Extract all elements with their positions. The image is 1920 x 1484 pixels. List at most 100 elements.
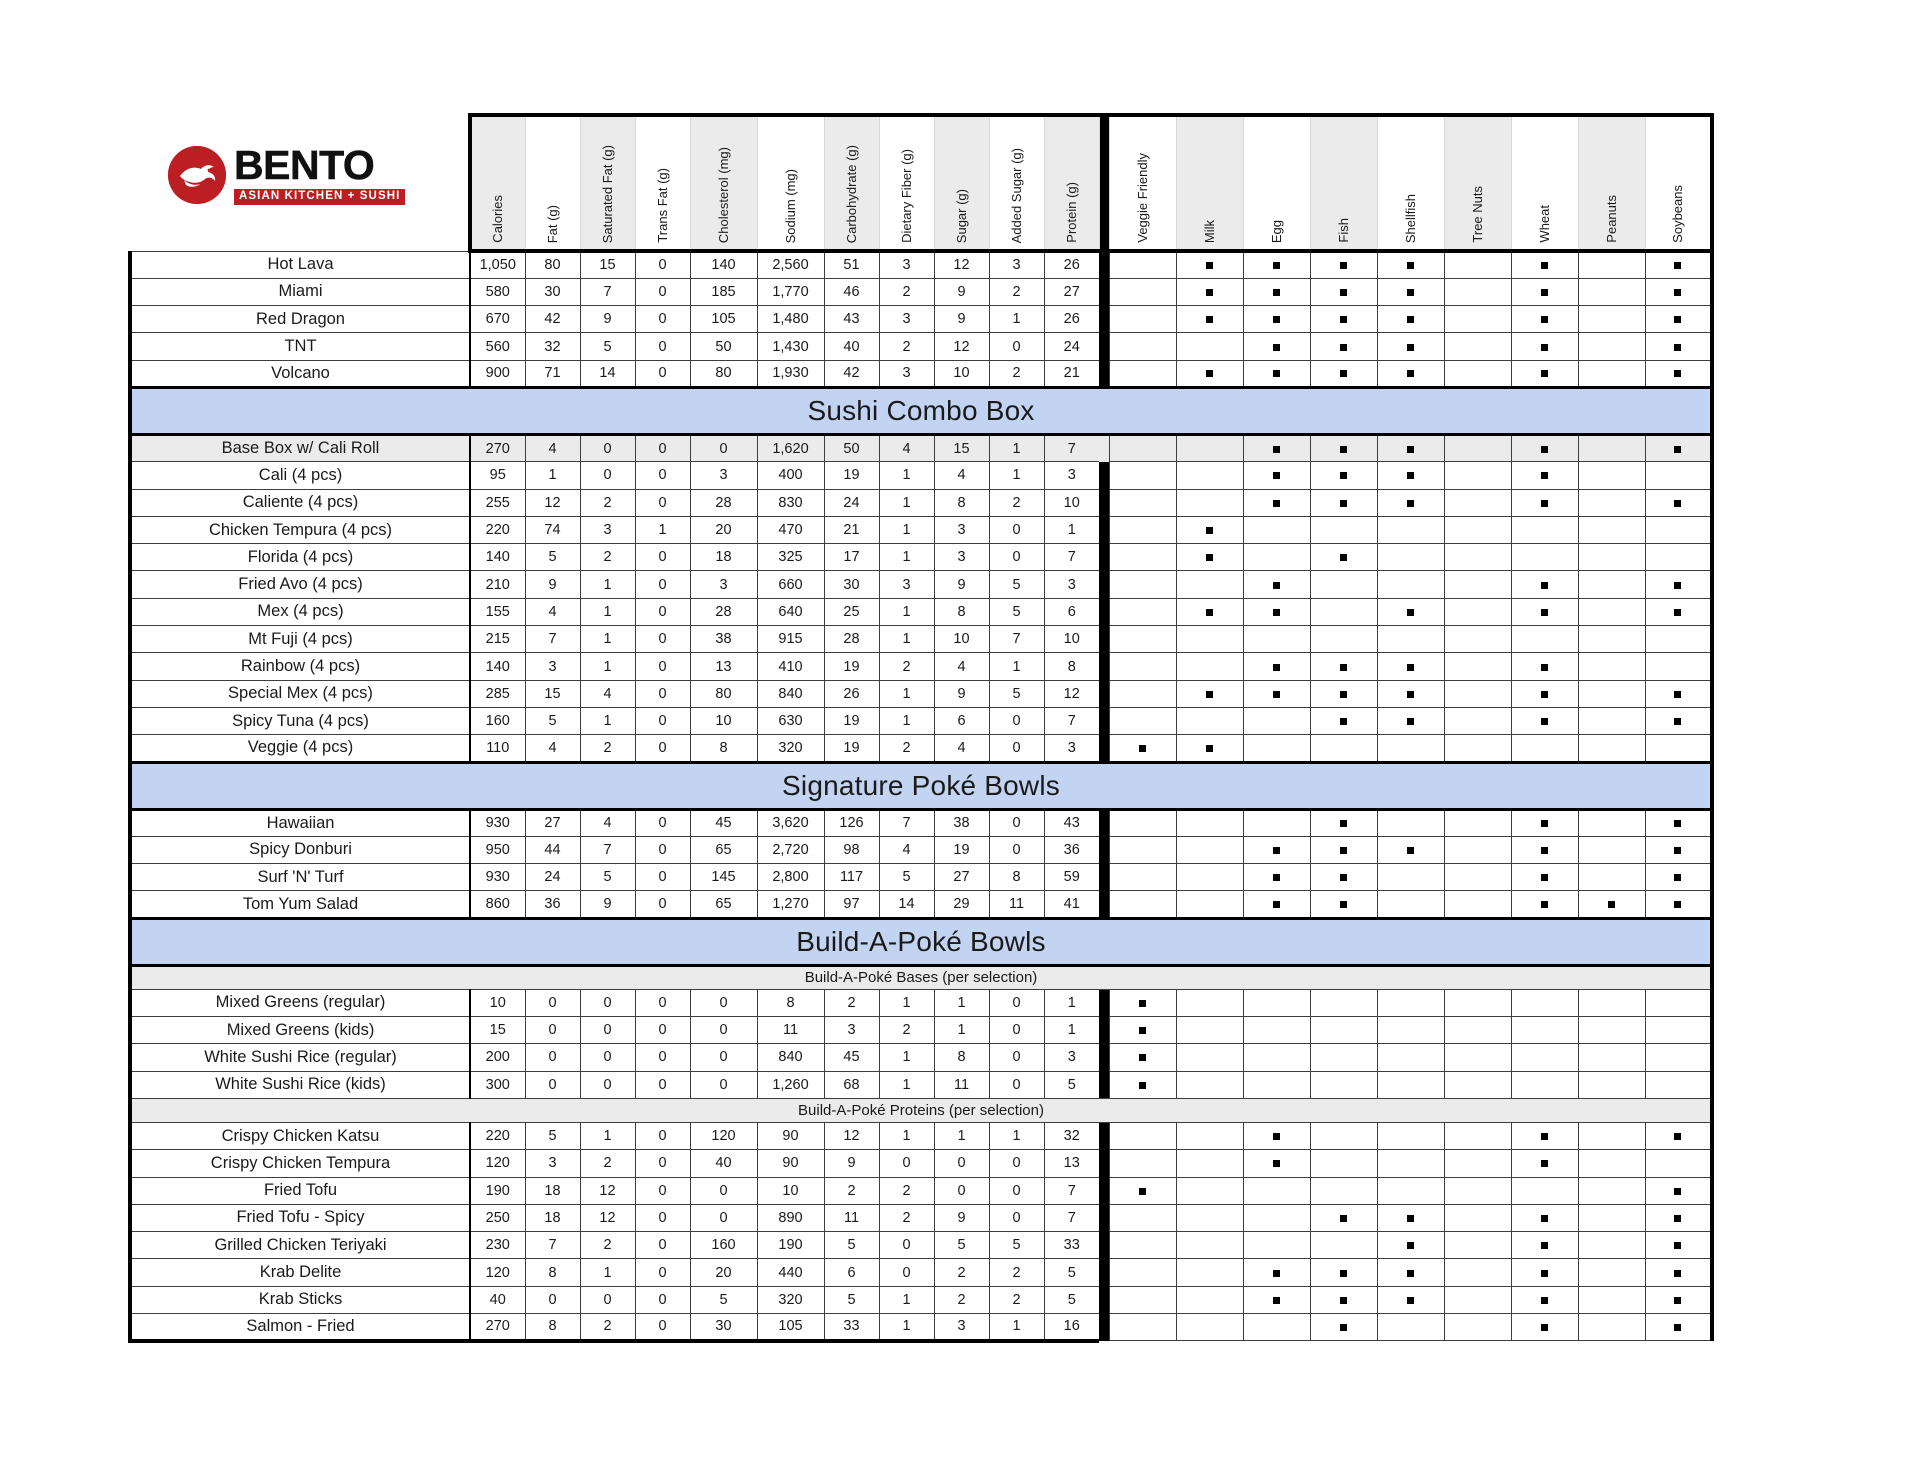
- nutrition-value: 915: [756, 625, 825, 654]
- nutrition-value: 8: [933, 1043, 990, 1072]
- menu-item-name: Rainbow (4 pcs): [128, 652, 471, 681]
- nutrition-value: 3: [1043, 734, 1099, 763]
- nutrition-value: 33: [1043, 1231, 1099, 1260]
- nutrition-value: 11: [988, 890, 1045, 919]
- dragon-icon: [168, 146, 226, 204]
- allergen-cell: [1175, 734, 1244, 763]
- nutrition-value: 0: [634, 1231, 691, 1260]
- allergen-cell: [1443, 305, 1512, 334]
- subsection-bar: Build-A-Poké Proteins (per selection): [128, 1097, 1714, 1123]
- nutrition-value: 320: [756, 1285, 825, 1315]
- allergen-cell: [1510, 652, 1579, 681]
- allergen-marker-icon: [1407, 608, 1414, 616]
- allergen-cell: [1309, 1258, 1378, 1287]
- nutrition-value: 1: [1043, 988, 1099, 1018]
- nutrition-value: 7: [1043, 433, 1099, 463]
- allergen-cell: [1108, 1285, 1177, 1315]
- table-row: Veggie (4 pcs) 110 4 2 0 8 320 19 2 4 0 3: [128, 734, 1714, 763]
- allergen-cell: [1175, 706, 1244, 736]
- nutrition-value: 1: [878, 988, 935, 1018]
- allergen-marker-icon: [1139, 1187, 1146, 1195]
- nutrition-value: 3: [878, 250, 935, 279]
- nutrition-value: 215: [469, 625, 526, 654]
- allergen-marker-icon: [1206, 262, 1213, 270]
- allergen-marker-icon: [1206, 744, 1213, 752]
- allergen-cell: [1242, 1285, 1311, 1315]
- allergen-cell: [1376, 835, 1445, 865]
- allergen-cell: [1175, 1121, 1244, 1151]
- nutrition-value: 3: [933, 515, 990, 545]
- nutrition-value: 7: [988, 625, 1045, 654]
- nutrition-value: 0: [988, 1149, 1045, 1178]
- nutrition-value: 0: [579, 1043, 636, 1072]
- allergen-cell: [1644, 433, 1714, 463]
- menu-item-name: Base Box w/ Cali Roll: [128, 433, 471, 463]
- nutrition-value: 38: [933, 808, 990, 837]
- allergen-marker-icon: [1674, 690, 1682, 698]
- nutrition-value: 0: [988, 1043, 1045, 1072]
- allergen-cell: [1242, 543, 1311, 572]
- allergen-cell: [1242, 1043, 1311, 1072]
- allergen-cell: [1644, 597, 1714, 627]
- nutrition-value: 185: [689, 277, 758, 307]
- nutrition-value: 27: [1043, 277, 1099, 307]
- nutrition-value: 5: [933, 1231, 990, 1260]
- row-divider: [1099, 809, 1109, 837]
- nutrition-table: Calories Fat (g) Saturated Fat (g) Trans Fa…: [128, 113, 1714, 1343]
- nutrition-value: 2: [988, 488, 1045, 517]
- allergen-marker-icon: [1340, 718, 1347, 726]
- nutrition-value: 68: [823, 1070, 880, 1099]
- allergen-cell: [1644, 277, 1714, 307]
- nutrition-value: 2: [988, 1258, 1045, 1287]
- nutrition-value: 28: [689, 597, 758, 627]
- nutrition-value: 26: [1043, 250, 1099, 279]
- nutrition-value: 126: [823, 808, 880, 837]
- allergen-marker-icon: [1541, 1242, 1548, 1250]
- nutrition-value: 0: [579, 1285, 636, 1315]
- nutrition-value: 0: [988, 808, 1045, 837]
- col-header-shellfish: Shellfish: [1376, 113, 1445, 253]
- nutrition-value: 18: [524, 1203, 581, 1233]
- allergen-marker-icon: [1340, 1296, 1347, 1304]
- nutrition-value: 2: [988, 277, 1045, 307]
- nutrition-value: 5: [1043, 1070, 1099, 1099]
- menu-item-name: Fried Tofu - Spicy: [128, 1203, 471, 1233]
- nutrition-value: 3: [878, 305, 935, 334]
- nutrition-value: 2: [579, 1231, 636, 1260]
- nutrition-value: 0: [634, 652, 691, 681]
- allergen-cell: [1309, 1231, 1378, 1260]
- allergen-cell: [1577, 1285, 1646, 1315]
- allergen-cell: [1376, 1312, 1445, 1342]
- allergen-marker-icon: [1674, 288, 1682, 296]
- allergen-cell: [1443, 835, 1512, 865]
- nutrition-value: 840: [756, 1043, 825, 1072]
- nutrition-value: 145: [689, 863, 758, 892]
- nutrition-value: 95: [469, 461, 526, 490]
- nutrition-value: 270: [469, 1312, 526, 1343]
- nutrition-value: 12: [933, 332, 990, 361]
- nutrition-value: 105: [756, 1312, 825, 1343]
- nutrition-value: 28: [823, 625, 880, 654]
- col-header-sugar-g: Sugar (g): [933, 113, 990, 253]
- nutrition-value: 2: [933, 1285, 990, 1315]
- nutrition-value: 0: [524, 1070, 581, 1099]
- table-row: Cali (4 pcs) 95 1 0 0 3 400 19 1 4 1 3: [128, 461, 1714, 490]
- nutrition-value: 1: [634, 515, 691, 545]
- allergen-cell: [1242, 597, 1311, 627]
- nutrition-value: 1,620: [756, 433, 825, 463]
- nutrition-value: 10: [1043, 488, 1099, 517]
- allergen-cell: [1376, 570, 1445, 599]
- allergen-marker-icon: [1407, 663, 1414, 671]
- allergen-cell: [1242, 359, 1311, 388]
- allergen-cell: [1175, 277, 1244, 307]
- nutrition-value: 220: [469, 515, 526, 545]
- allergen-marker-icon: [1206, 527, 1213, 535]
- nutrition-value: 1: [878, 625, 935, 654]
- nutrition-value: 580: [469, 277, 526, 307]
- allergen-marker-icon: [1674, 608, 1682, 616]
- allergen-cell: [1510, 332, 1579, 361]
- allergen-cell: [1175, 679, 1244, 708]
- nutrition-value: 12: [1043, 679, 1099, 708]
- nutrition-value: 1: [878, 1285, 935, 1315]
- allergen-cell: [1108, 1070, 1177, 1099]
